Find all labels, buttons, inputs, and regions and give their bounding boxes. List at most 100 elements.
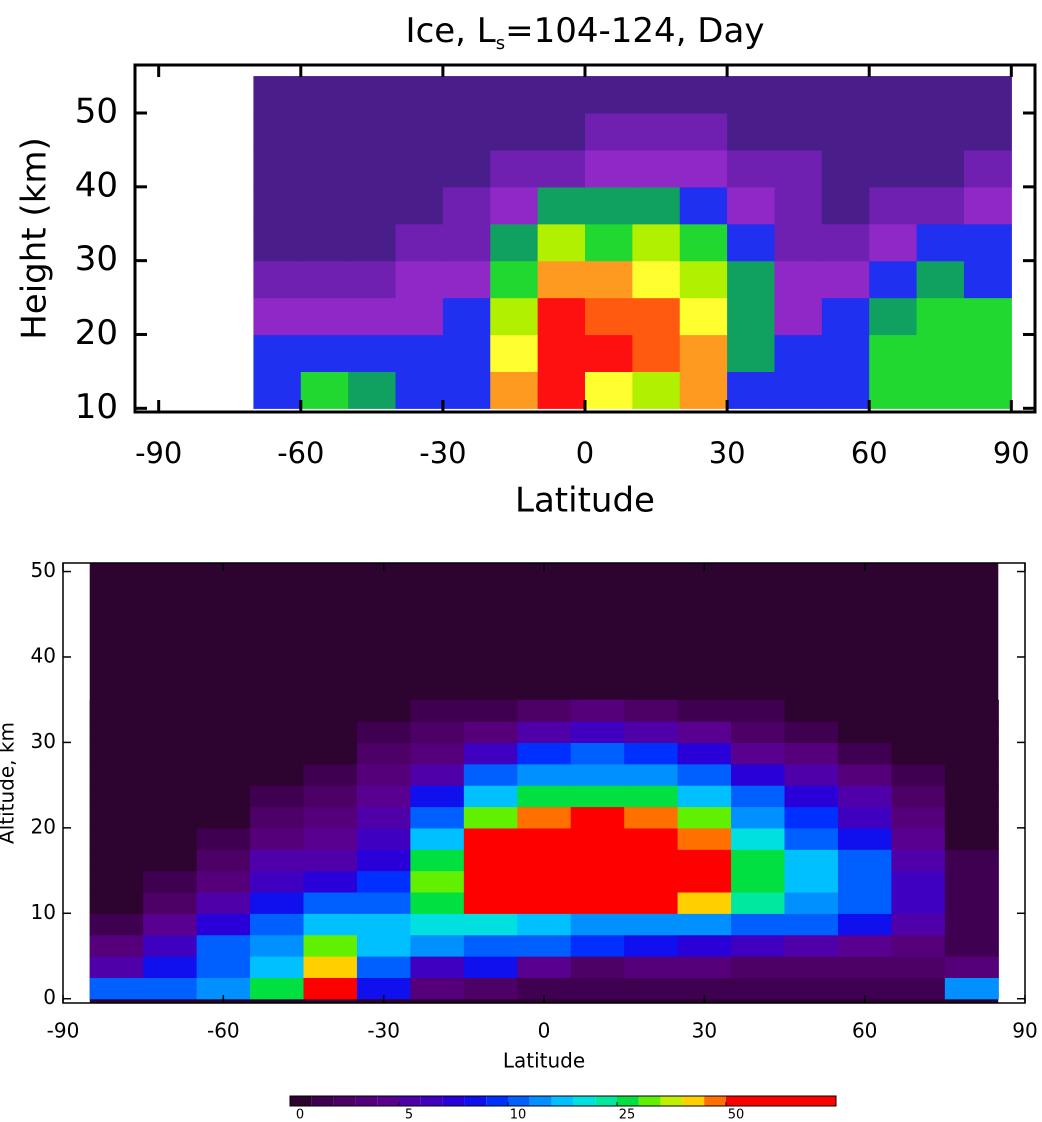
cell xyxy=(916,223,965,262)
cell xyxy=(300,76,349,114)
cell xyxy=(442,260,491,299)
cell xyxy=(624,977,679,1000)
cell xyxy=(963,76,1012,114)
cell xyxy=(624,806,679,829)
cell xyxy=(679,186,728,225)
cell xyxy=(356,699,411,722)
cell xyxy=(303,977,358,1000)
cell xyxy=(944,891,999,914)
cell xyxy=(784,806,839,829)
colorbar-segment xyxy=(333,1096,356,1106)
cell xyxy=(517,956,572,978)
cell xyxy=(821,112,870,151)
cell xyxy=(537,223,586,262)
x-tick-label: 90 xyxy=(1012,1019,1037,1043)
cell xyxy=(250,870,305,893)
cell xyxy=(624,870,679,893)
cell xyxy=(916,371,965,409)
cell xyxy=(250,827,305,850)
cell xyxy=(837,956,892,978)
cell xyxy=(679,149,728,188)
cell xyxy=(253,149,302,188)
cell xyxy=(916,149,965,188)
cell xyxy=(490,297,539,336)
cell xyxy=(348,260,397,299)
colorbar-segment xyxy=(399,1096,421,1106)
cell xyxy=(731,699,786,722)
cell xyxy=(679,76,728,114)
x-tick-label: 60 xyxy=(852,1019,877,1043)
cell xyxy=(677,977,732,1000)
cell xyxy=(410,849,465,872)
cell xyxy=(303,956,358,978)
cell xyxy=(89,934,144,957)
cell xyxy=(570,721,625,744)
cell xyxy=(356,849,411,872)
cell xyxy=(916,112,965,151)
cell xyxy=(727,112,776,151)
cell xyxy=(891,934,946,957)
cell xyxy=(395,223,444,262)
cell xyxy=(837,891,892,914)
cell xyxy=(632,112,681,151)
cell xyxy=(490,149,539,188)
cell xyxy=(143,934,198,957)
cell xyxy=(250,934,305,957)
x-tick-label: 0 xyxy=(538,1019,551,1043)
cell xyxy=(632,371,681,409)
colorbar-segment xyxy=(377,1096,399,1106)
cell xyxy=(916,186,965,225)
cell xyxy=(356,934,411,957)
cell xyxy=(442,223,491,262)
cell xyxy=(677,934,732,957)
cell xyxy=(869,260,918,299)
cell xyxy=(944,870,999,893)
cell xyxy=(837,827,892,850)
cell xyxy=(784,763,839,786)
cell xyxy=(253,297,302,336)
cell xyxy=(624,742,679,765)
cell xyxy=(348,186,397,225)
cell xyxy=(731,742,786,765)
cell xyxy=(944,827,999,850)
cell xyxy=(442,186,491,225)
cell xyxy=(869,223,918,262)
cell xyxy=(869,371,918,409)
cell xyxy=(944,956,999,978)
cell xyxy=(89,806,144,829)
cell xyxy=(731,891,786,914)
cell xyxy=(356,977,411,1000)
cell xyxy=(143,891,198,914)
colorbar-segment xyxy=(704,1096,726,1106)
cell xyxy=(632,76,681,114)
colorbar-tick-label: 25 xyxy=(619,1108,636,1122)
x-tick-label: -60 xyxy=(277,436,324,470)
cell xyxy=(356,827,411,850)
cell xyxy=(837,849,892,872)
cell xyxy=(143,785,198,808)
cell xyxy=(253,186,302,225)
cell xyxy=(348,371,397,409)
cell xyxy=(677,699,732,722)
cell xyxy=(89,913,144,936)
cell xyxy=(727,334,776,372)
cell xyxy=(677,827,732,850)
cell xyxy=(348,297,397,336)
cell xyxy=(143,870,198,893)
colorbar-tick-label: 10 xyxy=(510,1108,527,1122)
cell xyxy=(143,699,198,722)
cell xyxy=(731,934,786,957)
cell xyxy=(490,334,539,372)
colorbar-segment xyxy=(529,1096,552,1106)
cell xyxy=(395,297,444,336)
colorbar-segment xyxy=(508,1096,530,1106)
cell xyxy=(196,891,251,914)
cell xyxy=(944,913,999,936)
cell xyxy=(585,112,633,151)
colorbar-segment xyxy=(551,1096,574,1106)
cell xyxy=(196,977,251,1000)
y-tick-label: 50 xyxy=(31,558,56,582)
cell xyxy=(253,260,302,299)
colorbar-segment xyxy=(638,1096,661,1106)
cell xyxy=(410,721,465,744)
